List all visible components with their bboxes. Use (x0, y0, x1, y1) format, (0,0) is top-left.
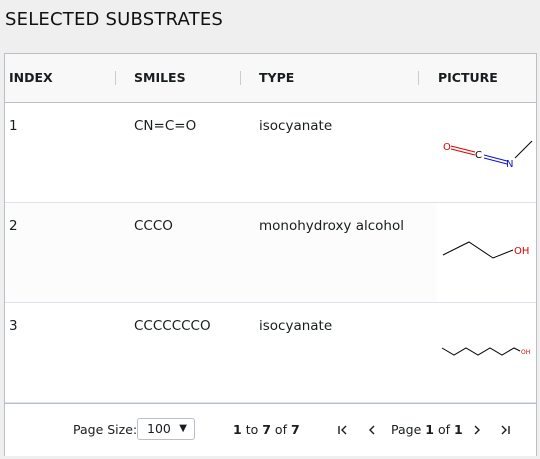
atom-label: O (443, 142, 451, 153)
row-summary: 1 to 7 of 7 (233, 422, 300, 437)
page-size-label: Page Size: (73, 422, 138, 437)
col-header-picture[interactable]: PICTURE (438, 70, 498, 85)
molecule-picture: O C N (437, 103, 536, 202)
col-header-type[interactable]: TYPE (259, 70, 295, 85)
prev-page-icon[interactable] (367, 404, 377, 456)
smiles-cell: CCCO (134, 218, 173, 234)
col-resize-handle[interactable] (418, 71, 419, 85)
col-header-smiles[interactable]: SMILES (134, 70, 186, 85)
next-page-icon[interactable] (472, 404, 482, 456)
table-row[interactable]: 1 CN=C=O isocyanate O C N (5, 103, 536, 203)
table-row[interactable]: 3 CCCCCCCO isocyanate OH (5, 303, 536, 403)
molecule-picture: OH (437, 203, 536, 302)
type-cell: isocyanate (259, 118, 333, 134)
index-cell: 2 (9, 218, 18, 234)
atom-label: N (506, 159, 513, 170)
atom-label: OH (521, 349, 530, 356)
substrates-grid: INDEX SMILES TYPE PICTURE 1 CN=C=O isocy… (4, 53, 537, 456)
col-header-index[interactable]: INDEX (9, 70, 53, 85)
atom-label: C (475, 150, 482, 161)
grid-header: INDEX SMILES TYPE PICTURE (5, 54, 536, 103)
heptanol-structure: OH (441, 347, 530, 356)
last-page-icon[interactable] (500, 404, 510, 456)
type-cell: isocyanate (259, 318, 333, 334)
page-title: SELECTED SUBSTRATES (5, 9, 224, 30)
col-resize-handle[interactable] (240, 71, 241, 85)
page-size-select[interactable]: 100 ▼ (137, 418, 195, 440)
page-indicator: Page 1 of 1 (391, 422, 463, 437)
index-cell: 1 (9, 118, 18, 134)
pagination-bar: Page Size: 100 ▼ 1 to 7 of 7 Page 1 of 1 (5, 403, 536, 456)
index-cell: 3 (9, 318, 18, 334)
col-resize-handle[interactable] (115, 71, 116, 85)
atom-label: OH (514, 246, 529, 257)
table-row[interactable]: 2 CCCO monohydroxy alcohol OH (5, 203, 536, 303)
methyl-isocyanate-structure: O C N (443, 140, 533, 170)
type-cell: monohydroxy alcohol (259, 218, 404, 234)
smiles-cell: CCCCCCCO (134, 318, 211, 334)
smiles-cell: CN=C=O (134, 118, 197, 134)
molecule-picture: OH (437, 303, 536, 402)
first-page-icon[interactable] (338, 404, 348, 456)
caret-down-icon: ▼ (179, 423, 187, 434)
propanol-structure: OH (442, 241, 529, 259)
page-size-value: 100 (147, 421, 171, 436)
